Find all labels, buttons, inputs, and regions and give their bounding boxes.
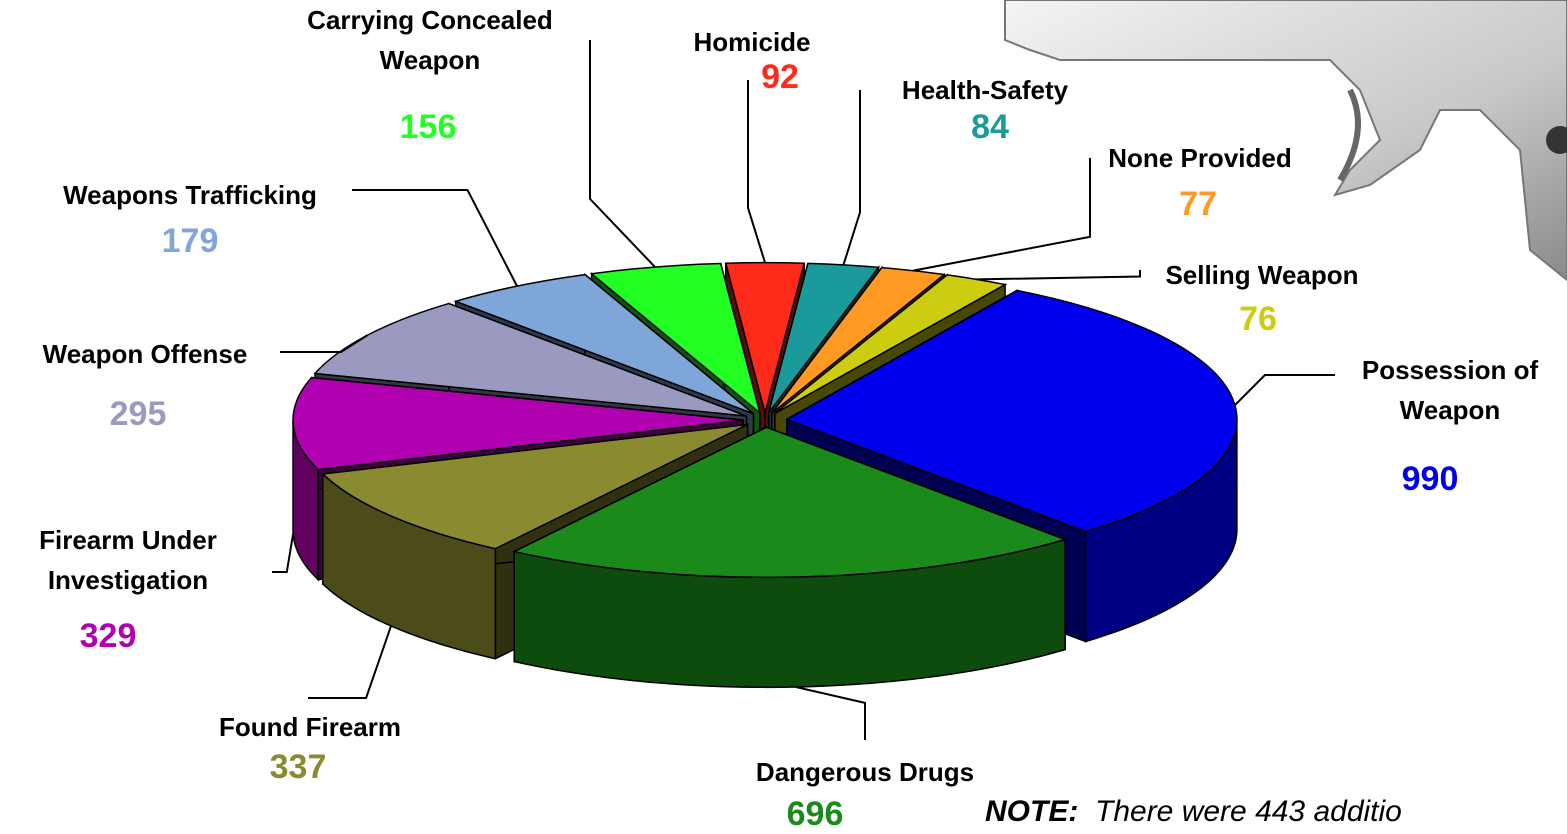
slice-label: Selling Weapon (1165, 260, 1359, 290)
value-label: 84 (971, 108, 1009, 146)
gun-illustration (1004, 0, 1567, 282)
value-label: 990 (1401, 460, 1459, 498)
slice-label: Possession of Weapon (1361, 355, 1539, 425)
value-label: 76 (1239, 300, 1277, 338)
slice-label: Health-Safety (901, 75, 1069, 105)
value-label: 179 (161, 222, 219, 260)
leader-line (976, 270, 1141, 281)
slice (767, 262, 880, 414)
slice (511, 426, 1068, 579)
leader-line (842, 90, 861, 266)
note: NOTE: There were 443 additio (985, 795, 1402, 829)
slice-label: Dangerous Drugs (755, 757, 975, 787)
slice (785, 289, 1238, 533)
leader-line (308, 625, 392, 699)
slice (724, 261, 806, 416)
slice-label: Firearm Under Investigation (39, 525, 217, 595)
slice-label: None Provided (1108, 143, 1292, 173)
slice-label: Found Firearm (218, 712, 401, 742)
leader-line (272, 533, 295, 573)
leader-line (913, 158, 1091, 272)
slice (321, 423, 748, 550)
pie (292, 261, 1238, 689)
value-label: 329 (79, 617, 137, 655)
slice-label: Weapons Trafficking (63, 180, 317, 210)
slice-label: Carrying Concealed Weapon (307, 5, 553, 75)
slice (453, 273, 754, 415)
leader-line (352, 189, 518, 287)
leader-line (747, 80, 766, 263)
leaders (272, 40, 1335, 740)
slice (292, 376, 744, 471)
slice-label: Homicide (693, 27, 811, 57)
slice-label: Weapon Offense (42, 339, 248, 369)
value-label: 156 (399, 108, 457, 146)
value-label: 77 (1179, 185, 1217, 223)
value-label: 295 (109, 395, 167, 433)
value-label: 696 (786, 795, 844, 833)
value-label: 92 (761, 58, 799, 96)
note-text: There were 443 additio (1095, 795, 1402, 828)
leader-line (280, 334, 368, 353)
slice (774, 274, 1008, 415)
slice (313, 302, 747, 417)
value-label: 337 (269, 748, 327, 786)
note-label: NOTE: (985, 795, 1079, 828)
slice (589, 262, 762, 415)
leader-line (1234, 374, 1335, 406)
leader-line (589, 40, 656, 268)
leader-line (795, 686, 866, 740)
